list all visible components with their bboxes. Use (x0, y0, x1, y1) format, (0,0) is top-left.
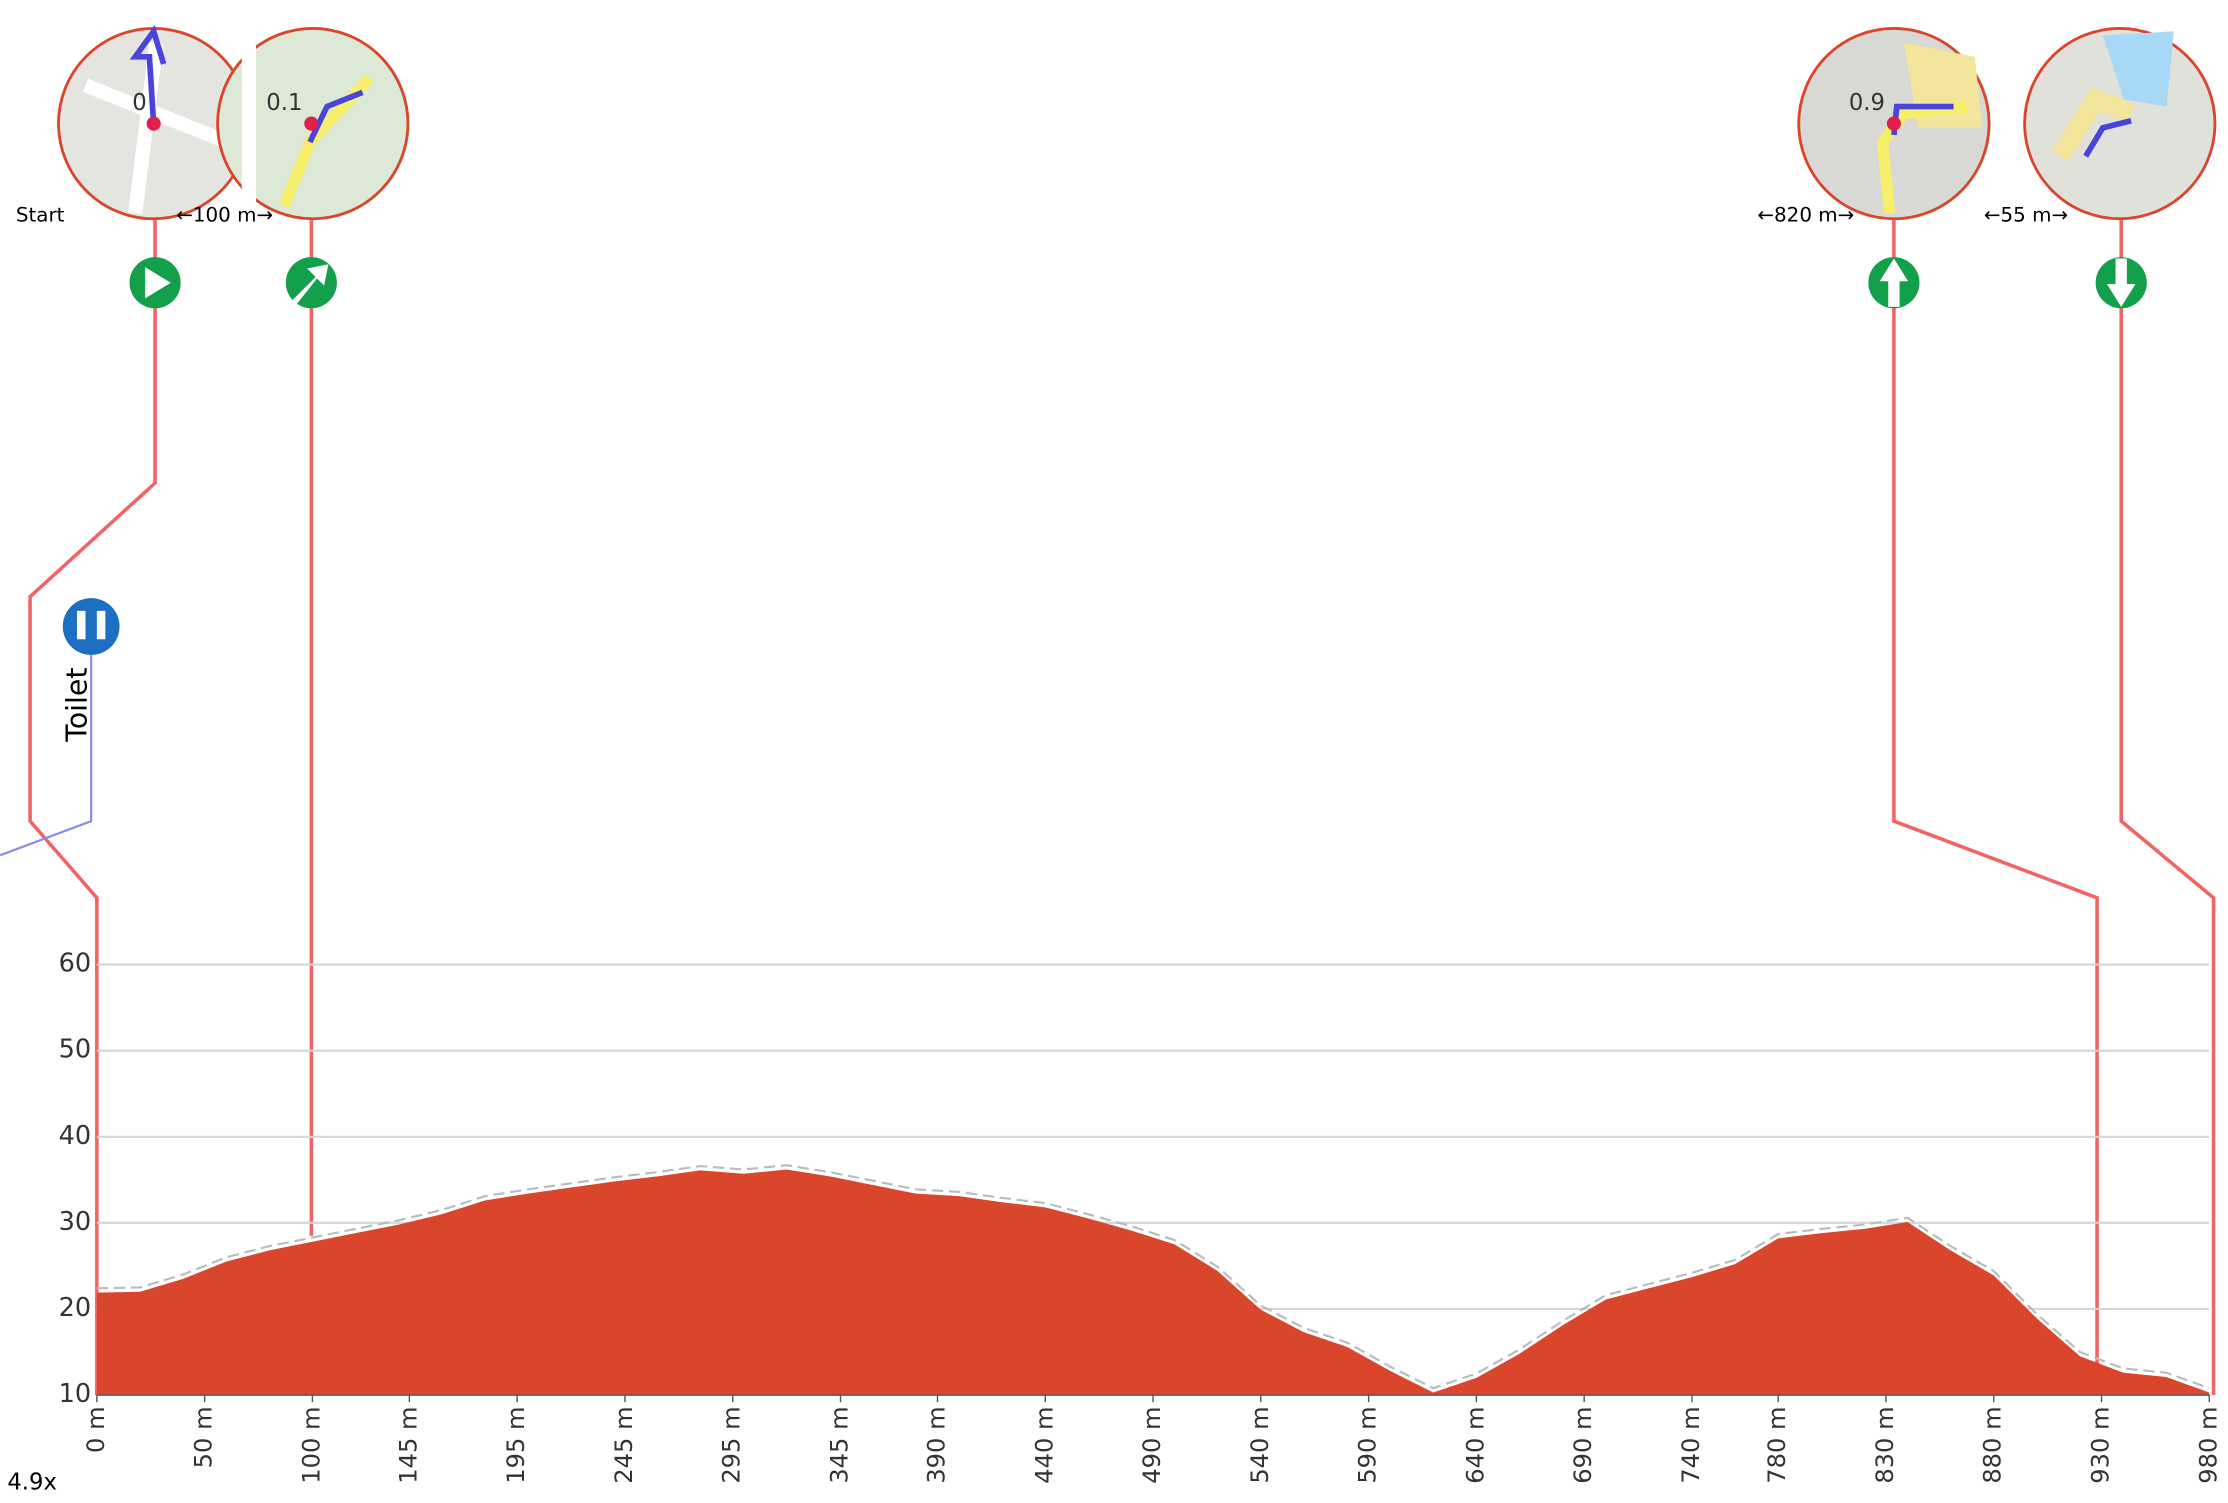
chart: Toilet Start ←100 m→ ←820 m→ ←55 m→ 0 0.… (0, 0, 2228, 1503)
plot: 10 20 30 40 50 60 0 m 50 m 100 m 145 m 195 m 245 m 2… (59, 949, 2223, 1484)
poi-label: Toilet (60, 667, 93, 742)
zoom-label: 4.9x (7, 1470, 57, 1496)
leader-lines (30, 220, 2213, 1395)
cue-km: 0.9 (1849, 90, 1885, 116)
cue-gap: ←55 m→ (1984, 203, 2068, 226)
x-tick-label: 440 m (1030, 1406, 1058, 1483)
toilet-icon (63, 598, 120, 655)
y-tick-label: 50 (59, 1035, 92, 1065)
x-tick-label: 100 m (297, 1406, 325, 1483)
cue-km: 0 (132, 90, 146, 116)
x-tick-label: 390 m (923, 1406, 951, 1483)
y-tick-label: 60 (59, 949, 92, 979)
x-tick-label: 245 m (610, 1406, 638, 1483)
y-tick-label: 30 (59, 1207, 92, 1237)
x-tick-label: 295 m (718, 1406, 746, 1483)
x-tick-label: 980 m (2194, 1406, 2222, 1483)
x-tick-label: 145 m (394, 1406, 422, 1483)
x-tick-label: 880 m (1979, 1406, 2007, 1483)
y-tick-label: 20 (59, 1293, 92, 1323)
cue-gap: ←100 m→ (176, 203, 273, 226)
elevation-area (97, 1169, 2209, 1395)
x-tick-label: 195 m (502, 1406, 530, 1483)
x-tick-label: 540 m (1246, 1406, 1274, 1483)
direction-icons (130, 257, 2147, 308)
cue-label: Start (16, 203, 65, 226)
x-tick-label: 640 m (1461, 1406, 1489, 1483)
x-tick-label: 740 m (1677, 1406, 1705, 1483)
x-tick-label: 690 m (1569, 1406, 1597, 1483)
x-tick-label: 0 m (82, 1406, 110, 1453)
x-tick-label: 830 m (1871, 1406, 1899, 1483)
x-tick-label: 490 m (1138, 1406, 1166, 1483)
cue-gap: ←820 m→ (1757, 203, 1854, 226)
cue-km: 0.1 (266, 90, 302, 116)
x-tick-label: 50 m (190, 1406, 218, 1468)
x-tick-label: 345 m (826, 1406, 854, 1483)
y-tick-label: 10 (59, 1379, 92, 1409)
y-tick-label: 40 (59, 1121, 92, 1151)
x-tick-label: 590 m (1354, 1406, 1382, 1483)
x-tick-label: 930 m (2087, 1406, 2115, 1483)
map-thumbnails (58, 28, 2214, 218)
x-tick-label: 780 m (1763, 1406, 1791, 1483)
